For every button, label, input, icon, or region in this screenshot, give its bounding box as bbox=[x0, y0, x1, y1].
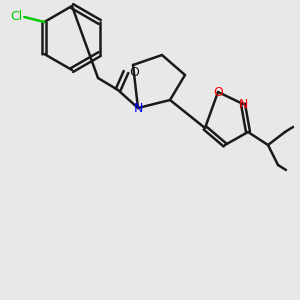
Text: N: N bbox=[133, 101, 143, 115]
Text: O: O bbox=[213, 85, 223, 98]
Text: Cl: Cl bbox=[10, 11, 22, 23]
Text: O: O bbox=[129, 65, 139, 79]
Text: N: N bbox=[238, 98, 248, 110]
